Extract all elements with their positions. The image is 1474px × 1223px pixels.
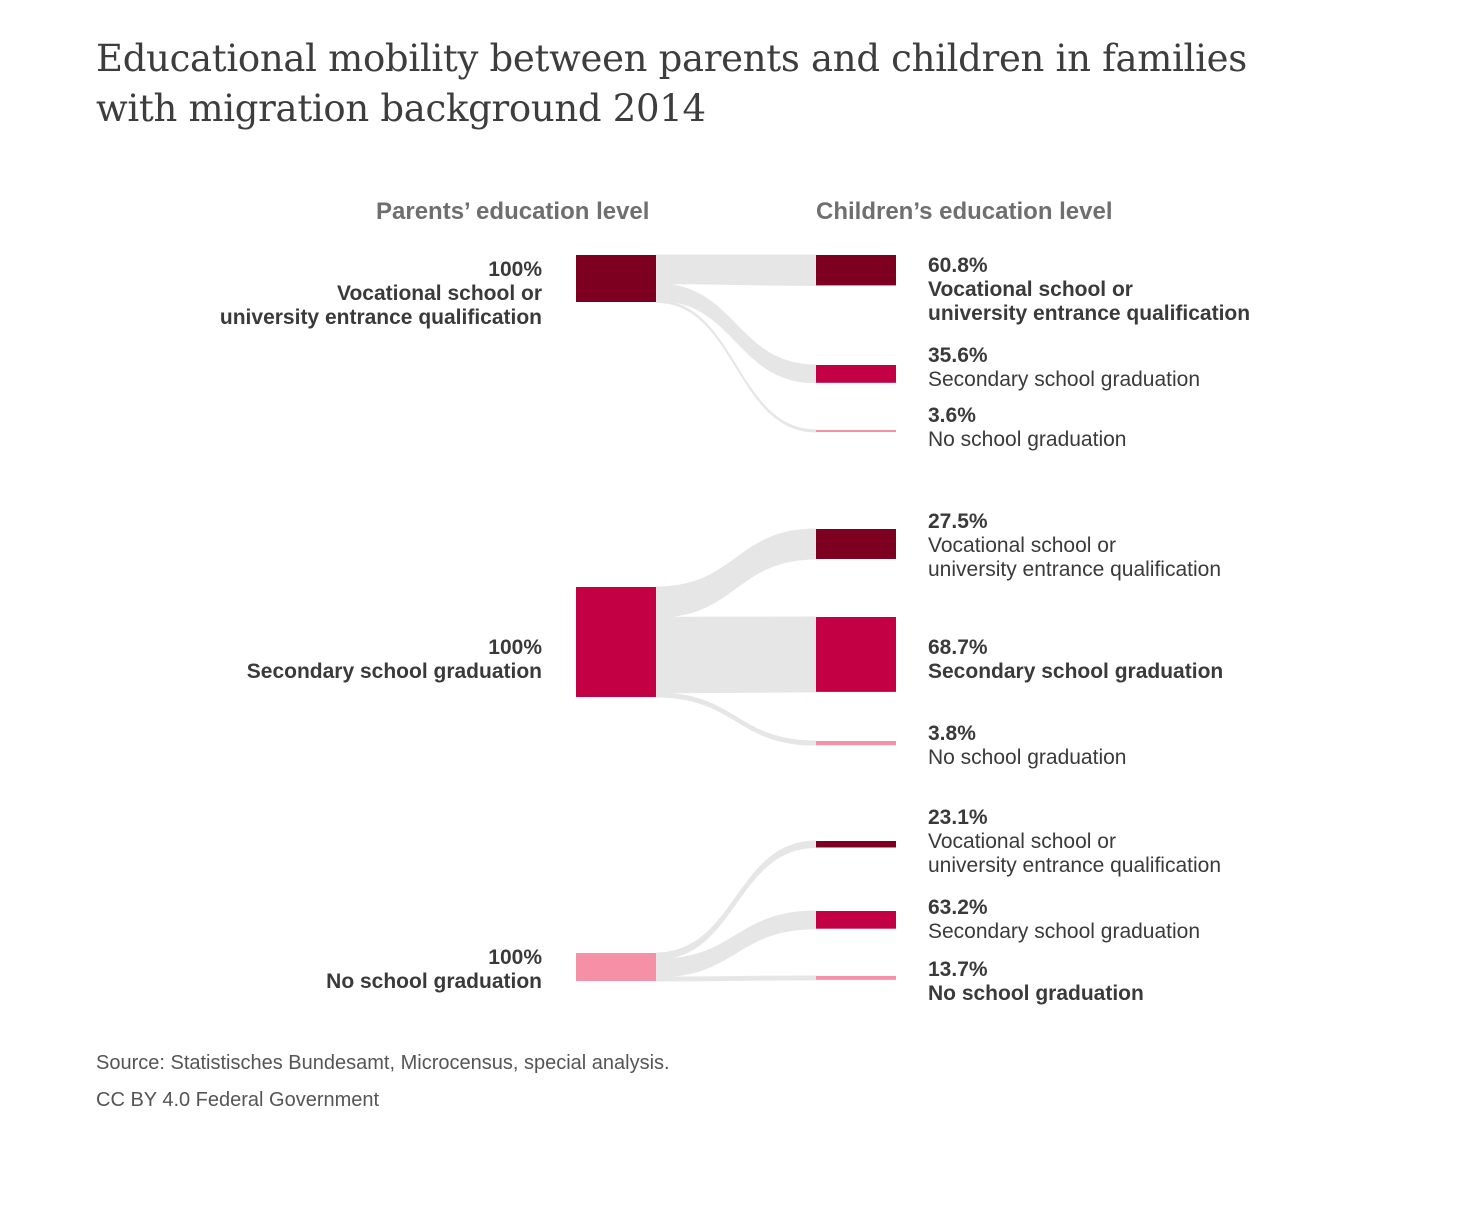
flow-layer <box>655 254 817 982</box>
child-bar <box>816 911 896 929</box>
flow-band <box>655 975 817 982</box>
parent-bar <box>576 953 656 981</box>
parent-category-label: university entrance qualification <box>220 306 542 329</box>
child-bar <box>816 617 896 692</box>
parent-category-label: No school graduation <box>326 970 542 993</box>
parent-value-label: 100% <box>488 258 542 281</box>
parent-value-label: 100% <box>488 946 542 969</box>
child-bar <box>816 529 896 559</box>
parent-category-label: Vocational school or <box>337 282 542 305</box>
child-category-label: university entrance qualification <box>928 854 1221 877</box>
child-category-label: Vocational school or <box>928 830 1116 853</box>
parents-column-header: Parents’ education level <box>376 198 650 225</box>
flow-band <box>655 528 817 618</box>
parent-bar <box>576 255 656 302</box>
child-category-label: No school graduation <box>928 428 1126 451</box>
child-value-label: 13.7% <box>928 958 988 981</box>
child-category-label: university entrance qualification <box>928 302 1250 325</box>
child-category-label: No school graduation <box>928 746 1126 769</box>
parent-value-label: 100% <box>488 636 542 659</box>
parent-bar <box>576 587 656 697</box>
child-category-label: Secondary school graduation <box>928 660 1223 683</box>
flow-band <box>655 254 817 286</box>
child-value-label: 3.6% <box>928 404 976 427</box>
child-value-label: 3.8% <box>928 722 976 745</box>
parent-category-label: Secondary school graduation <box>247 660 542 683</box>
child-value-label: 23.1% <box>928 806 988 829</box>
child-bar <box>816 255 896 286</box>
child-bar <box>816 430 896 432</box>
license-note: CC BY 4.0 Federal Government <box>96 1089 380 1111</box>
child-bar <box>816 741 896 746</box>
child-category-label: university entrance qualification <box>928 558 1221 581</box>
child-bar <box>816 976 896 980</box>
child-category-label: Vocational school or <box>928 534 1116 557</box>
child-value-label: 68.7% <box>928 636 988 659</box>
child-value-label: 60.8% <box>928 254 988 277</box>
children-column-header: Children’s education level <box>816 198 1113 225</box>
child-category-label: Secondary school graduation <box>928 368 1200 391</box>
child-bar <box>816 841 896 848</box>
child-bar <box>816 365 896 383</box>
child-category-label: Secondary school graduation <box>928 920 1200 943</box>
child-category-label: Vocational school or <box>928 278 1133 301</box>
bar-layer <box>576 255 896 981</box>
flow-band <box>655 692 817 746</box>
child-value-label: 27.5% <box>928 510 988 533</box>
chart-title: Educational mobility between parents and… <box>96 37 1247 130</box>
child-value-label: 35.6% <box>928 344 988 367</box>
child-value-label: 63.2% <box>928 896 988 919</box>
flow-band <box>655 910 817 978</box>
source-note: Source: Statistisches Bundesamt, Microce… <box>96 1052 670 1074</box>
child-category-label: No school graduation <box>928 982 1144 1005</box>
flow-band <box>655 616 817 694</box>
